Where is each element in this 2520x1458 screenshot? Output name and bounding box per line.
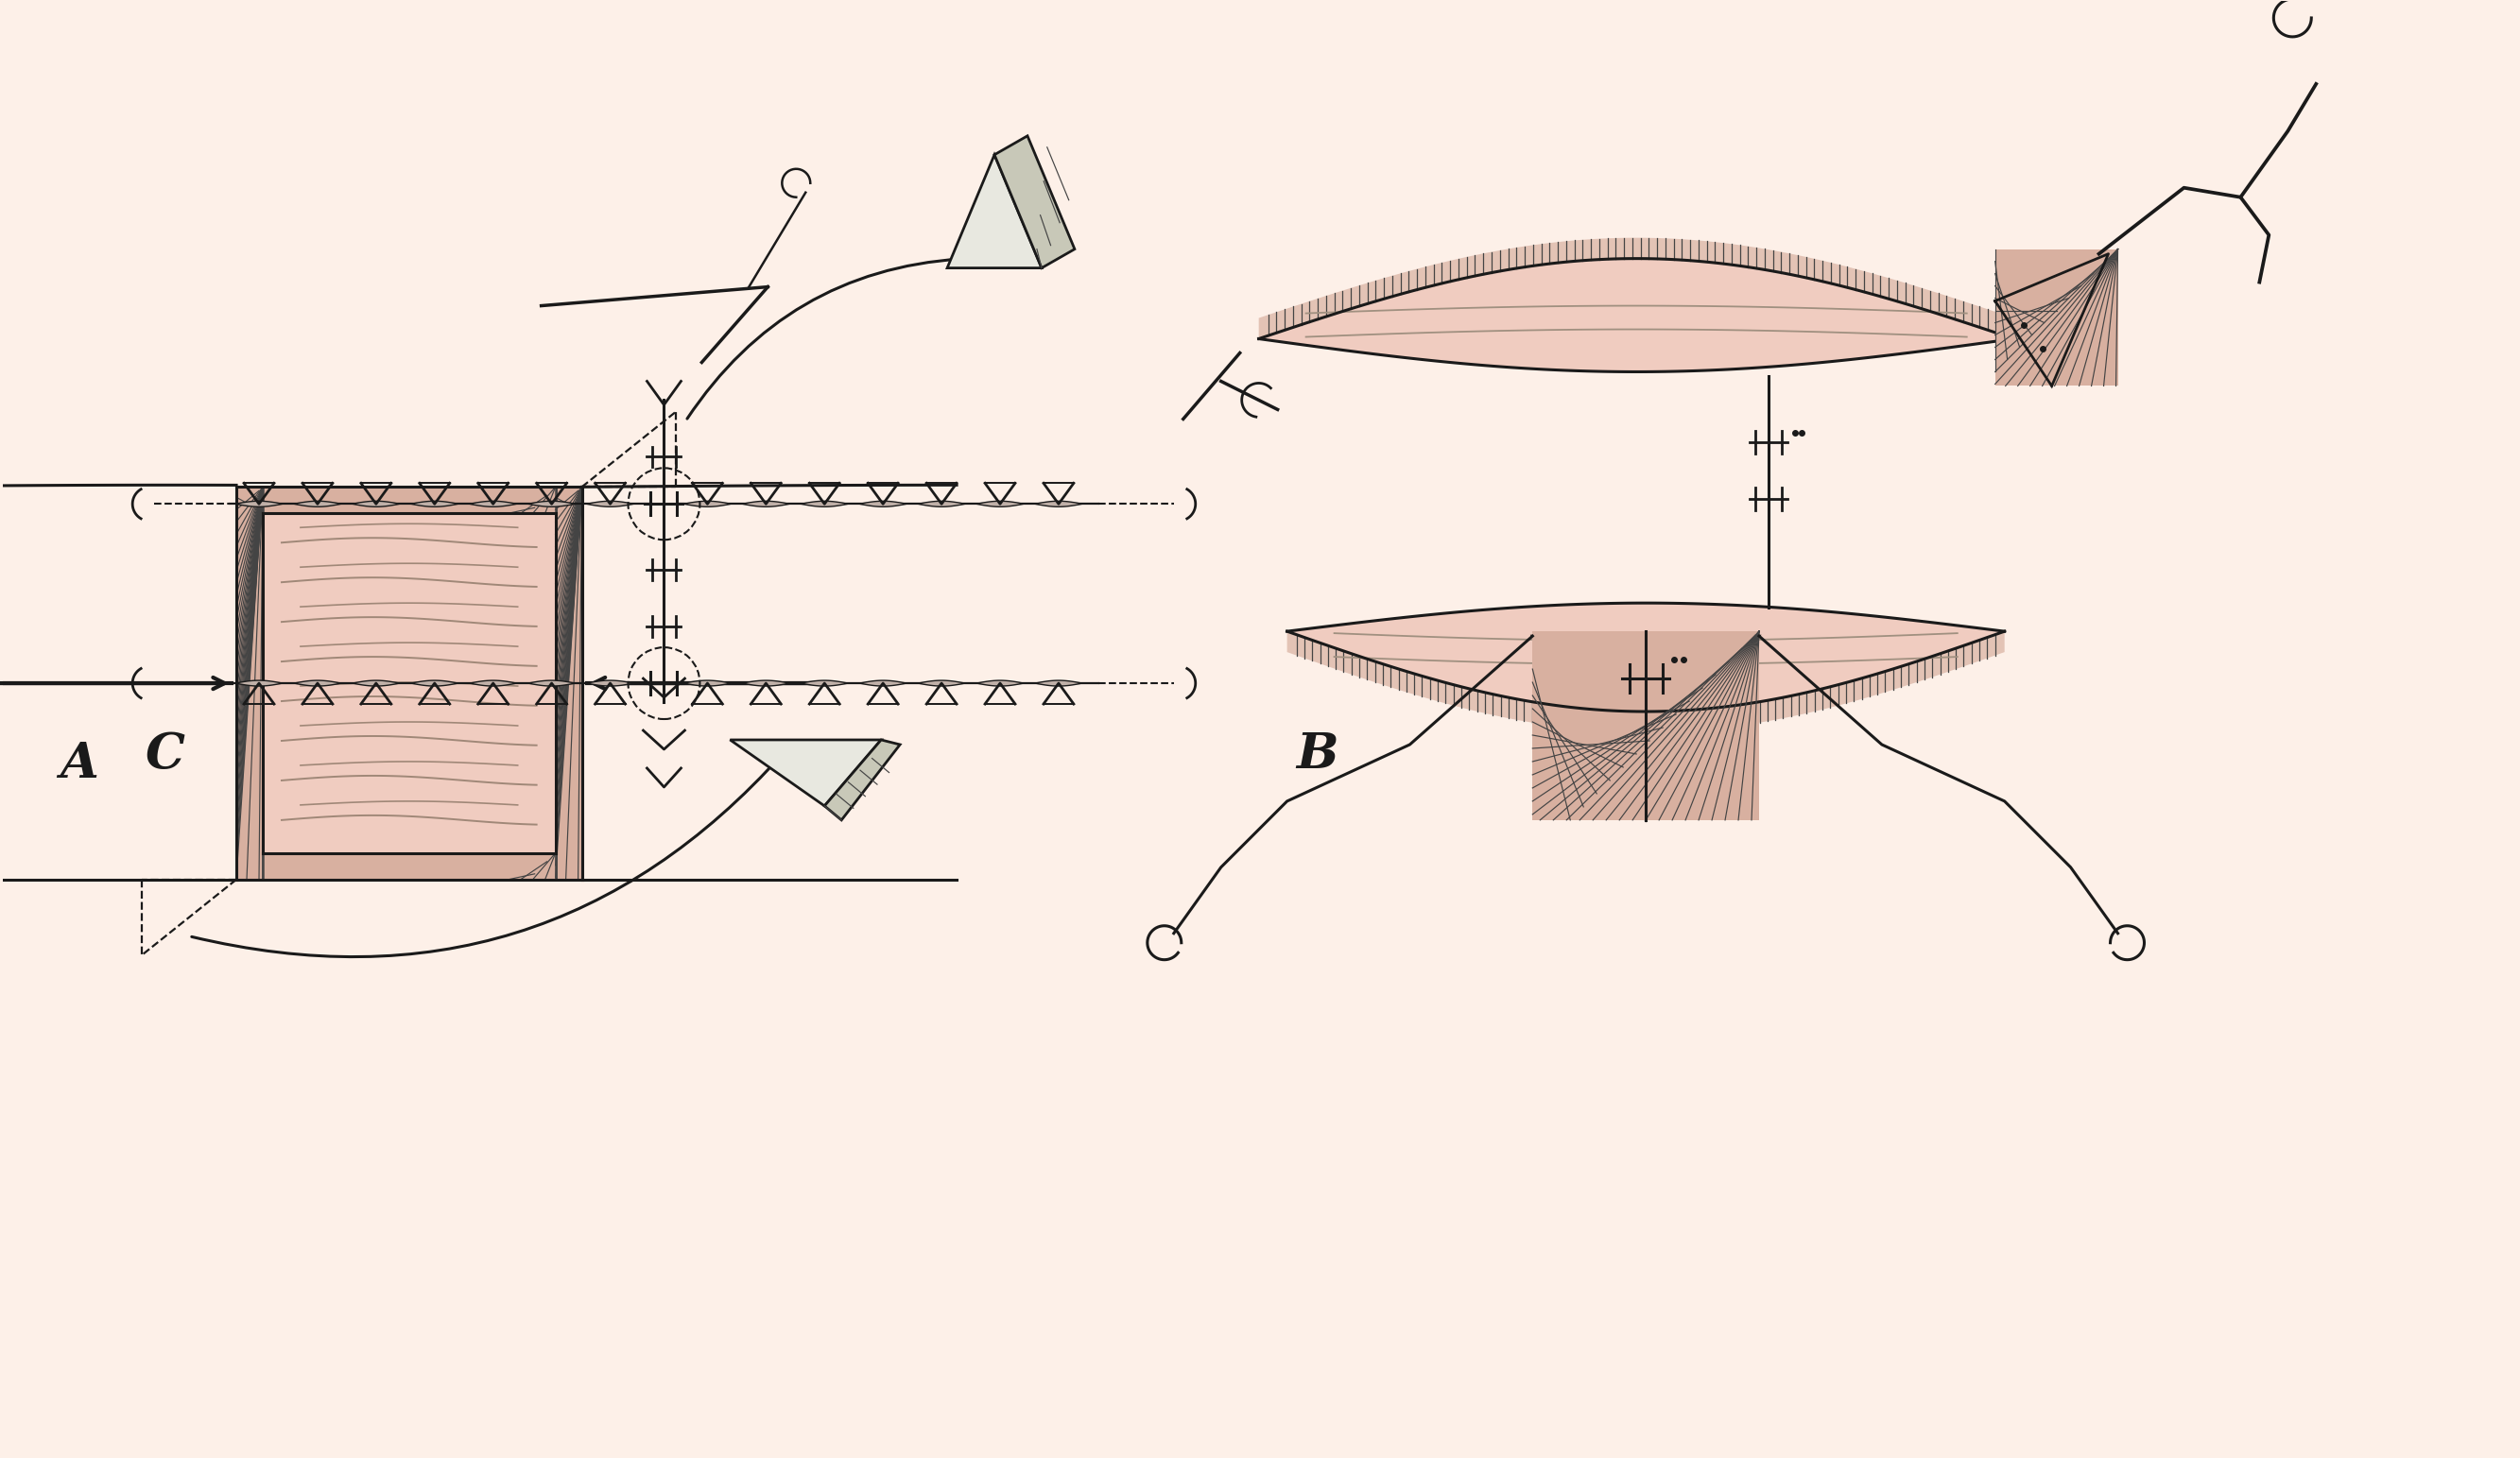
Polygon shape [587,681,635,687]
Polygon shape [234,502,282,507]
Polygon shape [743,502,789,507]
Polygon shape [917,681,965,687]
Polygon shape [411,681,459,687]
Polygon shape [469,681,517,687]
Polygon shape [469,502,517,507]
Bar [262,487,554,513]
Polygon shape [411,502,459,507]
Polygon shape [587,502,635,507]
Polygon shape [295,681,340,687]
Polygon shape [801,681,849,687]
Polygon shape [995,136,1074,268]
Polygon shape [1036,502,1081,507]
Polygon shape [859,502,907,507]
Polygon shape [234,681,282,687]
Text: A: A [60,739,98,787]
Polygon shape [1260,238,2013,338]
Bar [1996,249,2117,386]
Bar [554,487,582,879]
Polygon shape [529,502,575,507]
Polygon shape [529,681,575,687]
Polygon shape [859,681,907,687]
Polygon shape [948,155,1041,268]
Bar [262,513,554,853]
Polygon shape [917,502,965,507]
Polygon shape [743,681,789,687]
Text: C: C [144,730,184,779]
Polygon shape [683,681,731,687]
Bar [262,853,554,879]
Polygon shape [1996,254,2109,386]
Polygon shape [683,502,731,507]
Bar [1532,631,1759,819]
Polygon shape [975,681,1023,687]
Polygon shape [353,502,401,507]
Polygon shape [1532,636,1759,819]
Polygon shape [824,739,900,819]
Polygon shape [1288,604,2003,712]
Polygon shape [975,502,1023,507]
Polygon shape [1288,631,2003,732]
Polygon shape [1260,258,2013,372]
Polygon shape [1036,681,1081,687]
Polygon shape [801,502,849,507]
Polygon shape [353,681,401,687]
Bar [237,487,262,879]
Polygon shape [295,502,340,507]
Polygon shape [731,739,882,806]
Text: B: B [1295,730,1338,779]
